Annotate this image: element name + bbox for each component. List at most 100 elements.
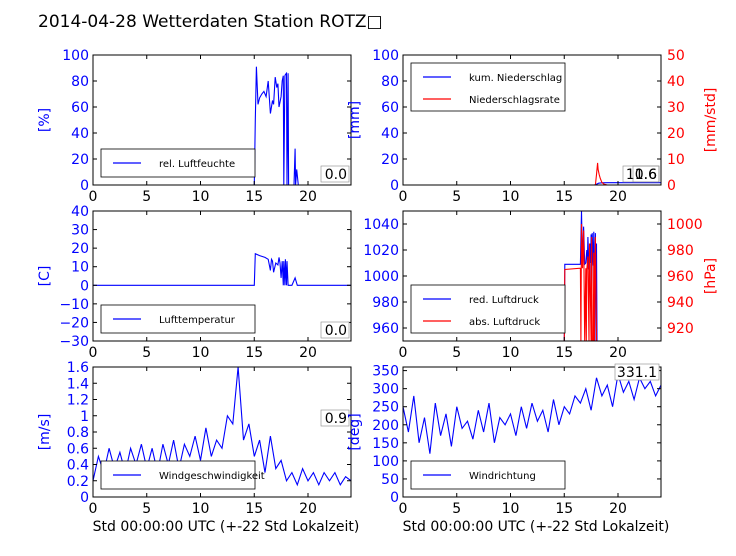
x-tick-label: 15 [555, 189, 573, 205]
panel-temperature: 0 5 10 15 20 −30 −20 −10 0 10 20 30 40 [C] Lufttempera… [37, 204, 352, 361]
panel-windspeed: 0 5 10 15 20 00.20.40.60.811.21.41.6 [m/s] Std … [37, 360, 359, 535]
current-value-text: 0.0 [325, 167, 347, 183]
y-tick-label: 1.2 [67, 393, 89, 409]
y-tick-label: 0 [390, 490, 399, 506]
y-tick-label: 40 [71, 126, 89, 142]
x-tick-label: 20 [609, 501, 627, 517]
x-tick-label: 20 [299, 345, 317, 361]
x-tick-label: 0 [89, 189, 98, 205]
y-tick-label: 1040 [363, 217, 399, 233]
x-tick-label: 15 [555, 345, 573, 361]
series-line-1 [403, 374, 661, 454]
x-tick-label: 15 [555, 501, 573, 517]
y-tick-label: 100 [372, 454, 399, 470]
series-line-2 [403, 162, 661, 185]
y-tick-label: 60 [381, 100, 399, 116]
y-tick-label: 200 [372, 418, 399, 434]
current-value: 0.0 [320, 165, 350, 183]
legend-label: kum. Niederschlag [469, 73, 562, 84]
legend-box [410, 284, 566, 334]
y-tick-label: 0.2 [67, 474, 89, 490]
y2-tick-label: 920 [667, 321, 694, 337]
y-tick-label: 980 [372, 295, 399, 311]
x-tick-label: 20 [299, 501, 317, 517]
legend-label: rel. Luftfeuchte [159, 159, 235, 170]
x-tick-label: 20 [299, 189, 317, 205]
current-value: 10.6 [622, 165, 660, 183]
current-value-text: 0.0 [325, 323, 347, 339]
y-tick-label: 250 [372, 400, 399, 416]
current-value-2-text: 1.6 [635, 167, 657, 183]
series-line-2 [563, 223, 598, 341]
y-tick-label: 1 [80, 409, 89, 425]
plot-frame [92, 210, 352, 342]
x-tick-label: 5 [142, 501, 151, 517]
x-tick-label: 10 [502, 345, 520, 361]
panel-pressure: 0 5 10 15 20 960 980 1000 1020 1040 920 940 960 980 10… [363, 210, 719, 361]
y-tick-label: 40 [71, 204, 89, 220]
x-tick-label: 0 [399, 345, 408, 361]
y-tick-label: 60 [71, 100, 89, 116]
x-tick-label: 10 [192, 501, 210, 517]
y2-axis-label: [mm/std] [703, 88, 719, 153]
current-value: 0.9 [320, 409, 350, 427]
y-axis-label: [m/s] [37, 414, 53, 451]
x-tick-label: 15 [245, 501, 263, 517]
y-tick-label: 100 [62, 48, 89, 64]
current-value: 0.0 [320, 321, 350, 339]
y-tick-label: 1.4 [67, 376, 89, 392]
x-tick-label: 20 [609, 345, 627, 361]
y-tick-label: 1020 [363, 243, 399, 259]
y-tick-label: 20 [381, 152, 399, 168]
plot-frame [92, 54, 352, 186]
x-tick-label: 0 [399, 189, 408, 205]
current-value-text: 331.1 [617, 365, 657, 381]
y-tick-label: 0 [80, 278, 89, 294]
y-tick-label: 350 [372, 364, 399, 380]
y2-tick-label: 1000 [667, 217, 703, 233]
x-axis-label: Std 00:00:00 UTC (+-22 Std Lokalzeit) [93, 519, 360, 535]
series-line-1 [93, 252, 351, 286]
y-tick-label: 30 [71, 223, 89, 239]
legend-label: Lufttemperatur [159, 315, 236, 326]
panel-precipitation: 0 5 10 15 20 0 20 40 60 80 100 0 10 20 30 40 50 [mm] [mm/s… [347, 48, 719, 205]
y-tick-label: 0 [80, 178, 89, 194]
y-tick-label: −20 [59, 315, 89, 331]
y-tick-label: 50 [381, 472, 399, 488]
x-tick-label: 10 [502, 501, 520, 517]
y-tick-label: 0 [390, 178, 399, 194]
y-tick-label: 0.8 [67, 425, 89, 441]
legend-label: Niederschlagsrate [469, 95, 560, 106]
current-value-box [614, 363, 660, 381]
current-value: 331.1 [614, 363, 660, 381]
current-value-box [320, 409, 350, 427]
current-value-box [320, 165, 350, 183]
legend-label: red. Luftdruck [469, 295, 539, 306]
y-tick-label: 0 [80, 490, 89, 506]
x-tick-label: 5 [452, 501, 461, 517]
y-tick-label: 300 [372, 382, 399, 398]
y2-tick-label: 940 [667, 295, 694, 311]
x-tick-label: 10 [192, 189, 210, 205]
x-tick-label: 15 [245, 345, 263, 361]
y-tick-label: −10 [59, 297, 89, 313]
x-tick-label: 0 [89, 345, 98, 361]
legend: Windgeschwindigkeit [100, 460, 265, 490]
y2-tick-label: 40 [667, 74, 685, 90]
y-tick-label: 80 [71, 74, 89, 90]
current-value-text: 10.6 [626, 167, 657, 183]
y-axis-label: [C] [37, 266, 53, 287]
plot-frame [402, 54, 662, 186]
series-line-1 [403, 182, 661, 185]
panel-humidity: 0 5 10 15 20 0 20 40 60 80 100 [%] rel. Luftfeuchte 0… [37, 48, 352, 205]
y2-tick-label: 30 [667, 100, 685, 116]
legend: red. Luftdruck abs. Luftdruck [410, 284, 566, 334]
y2-tick-label: 0 [667, 178, 676, 194]
y-tick-label: 0.6 [67, 441, 89, 457]
y-tick-label: 150 [372, 436, 399, 452]
legend-label: Windrichtung [469, 471, 536, 482]
legend-label: Windgeschwindigkeit [159, 471, 265, 482]
y2-tick-label: 10 [667, 152, 685, 168]
current-value-2: 1.6 [632, 165, 660, 183]
